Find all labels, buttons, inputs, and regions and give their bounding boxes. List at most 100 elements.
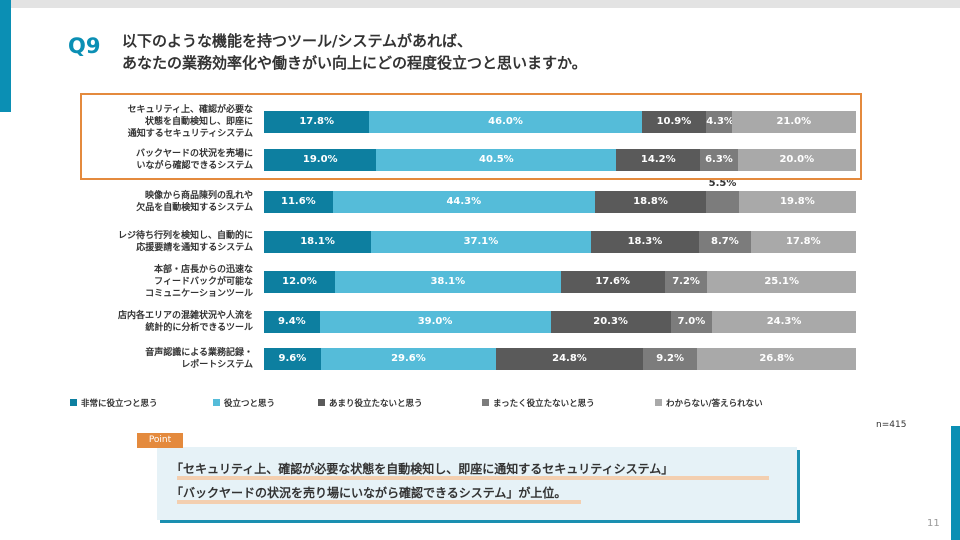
bar-segment xyxy=(670,311,713,333)
bar-value-label: 9.6% xyxy=(278,353,307,364)
bar-value-label: 26.8% xyxy=(759,353,795,364)
legend-label: あまり役立たないと思う xyxy=(329,399,423,409)
bar-value-label: 46.0% xyxy=(488,116,523,127)
legend-item: わからない/答えられない xyxy=(655,397,763,411)
bar-value-label: 7.0% xyxy=(677,316,706,327)
question-title: 以下のような機能を持つツール/システムがあれば、 あなたの業務効率化や働きがい向… xyxy=(122,30,587,74)
bar-segment xyxy=(496,348,643,370)
bar-segment xyxy=(550,311,671,333)
legend-swatch xyxy=(318,399,325,406)
point-tag: Point xyxy=(137,433,183,448)
legend-item: 非常に役立つと思う xyxy=(70,397,158,411)
bar-segment xyxy=(264,271,336,293)
bar-segment xyxy=(319,311,551,333)
bar-value-label: 29.6% xyxy=(391,353,426,364)
row-label-line: コミュニケーションツール xyxy=(145,289,253,299)
bar-segment xyxy=(335,271,561,293)
bar-segment xyxy=(371,231,591,253)
right-accent-bar xyxy=(951,426,960,540)
bar-value-label: 19.0% xyxy=(302,154,338,165)
highlight-box xyxy=(80,93,862,180)
row-label-line: 欠品を自動検知するシステム xyxy=(136,203,253,213)
legend-swatch xyxy=(213,399,220,406)
bar-value-label: 9.2% xyxy=(656,353,684,364)
legend-item: まったく役立たないと思う xyxy=(482,397,595,411)
bar-segment xyxy=(264,348,321,370)
row-label: バックヤードの状況を売場に いながら確認できるシステム xyxy=(70,148,253,172)
bar-value-label: 8.7% xyxy=(710,236,739,247)
row-label-line: 応援要請を通知するシステム xyxy=(136,243,253,253)
bar-value-label: 20.3% xyxy=(593,316,628,327)
bar-value-label: 5.5% xyxy=(708,178,737,189)
bar-segment xyxy=(264,191,333,213)
bar-segment xyxy=(707,271,856,293)
bar-segment xyxy=(664,271,708,293)
point-text-line1: 「セキュリティ上、確認が必要な状態を自動検知し、即座に通知するセキュリティシステ… xyxy=(171,462,674,476)
legend-swatch xyxy=(482,399,489,406)
row-label-line: バックヤードの状況を売場に xyxy=(135,149,253,159)
row-label-line: レジ待ち行列を検知し、自動的に xyxy=(117,231,253,241)
row-label: 映像から商品陳列の乱れや 欠品を自動検知するシステム xyxy=(70,190,253,214)
bar-value-label: 39.0% xyxy=(417,316,453,327)
bar-segment xyxy=(697,348,856,370)
legend-swatch xyxy=(655,399,662,406)
bar-value-label: 17.6% xyxy=(595,276,631,287)
bar-segment xyxy=(641,111,707,133)
point-underline-2 xyxy=(177,500,581,504)
question-number: Q9 xyxy=(68,34,101,58)
bar-segment xyxy=(738,191,856,213)
row-label-line: いながら確認できるシステム xyxy=(136,161,253,171)
top-frame-bar xyxy=(0,0,960,8)
bar-segment xyxy=(264,231,372,253)
row-label-line: レポートシステム xyxy=(181,360,253,370)
bar-segment xyxy=(700,149,738,171)
bar-value-label: 24.8% xyxy=(552,353,587,364)
bar-segment xyxy=(699,231,751,253)
bar-segment xyxy=(369,111,642,133)
bar-segment xyxy=(712,311,856,333)
bar-value-label: 6.3% xyxy=(705,154,733,165)
bar-segment xyxy=(264,311,320,333)
point-underline-1 xyxy=(177,476,769,480)
row-label: 店内各エリアの混雑状況や人流を 統計的に分析できるツール xyxy=(70,310,253,334)
question-title-line1: 以下のような機能を持つツール/システムがあれば、 xyxy=(122,32,473,50)
row-label-line: セキュリティ上、確認が必要な xyxy=(127,105,253,115)
bar-segment xyxy=(320,348,497,370)
legend-swatch xyxy=(70,399,77,406)
bar-segment xyxy=(706,111,732,133)
bar-value-label: 18.3% xyxy=(627,236,663,247)
row-label-line: 店内各エリアの混雑状況や人流を xyxy=(117,311,253,321)
legend-item: 役立つと思う xyxy=(213,397,275,411)
bar-value-label: 40.5% xyxy=(478,154,514,165)
bar-value-label: 18.8% xyxy=(633,196,668,207)
page-number: 11 xyxy=(927,518,940,529)
legend-label: わからない/答えられない xyxy=(666,399,763,409)
bar-segment xyxy=(731,111,856,133)
legend-label: 役立つと思う xyxy=(224,399,276,409)
bar-segment xyxy=(594,191,707,213)
bar-value-label: 24.3% xyxy=(766,316,802,327)
bar-segment xyxy=(642,348,698,370)
bar-value-label: 19.8% xyxy=(780,196,815,207)
legend-label: まったく役立たないと思う xyxy=(493,399,595,409)
bar-value-label: 20.0% xyxy=(779,154,815,165)
bar-value-label: 18.1% xyxy=(300,236,335,247)
legend-item: あまり役立たないと思う xyxy=(318,397,423,411)
row-label-line: 状態を自動検知し、即座に xyxy=(144,117,253,127)
question-title-line2: あなたの業務効率化や働きがい向上にどの程度役立つと思いますか。 xyxy=(122,54,587,72)
row-label: 本部・店長からの迅速な フィードバックが可能な コミュニケーションツール xyxy=(70,264,253,300)
bar-segment xyxy=(706,191,739,213)
row-label-line: 通知するセキュリティシステム xyxy=(127,129,253,139)
row-label: 音声認識による業務記録・レポートシステム xyxy=(70,347,253,371)
bar-value-label: 44.3% xyxy=(446,196,482,207)
row-label-line: フィードバックが可能な xyxy=(154,277,253,287)
bar-value-label: 4.3% xyxy=(706,116,734,127)
bar-segment xyxy=(737,149,856,171)
row-label-line: 音声認識による業務記録・ xyxy=(145,348,253,358)
bar-segment xyxy=(750,231,856,253)
bar-segment xyxy=(264,111,370,133)
legend-label: 非常に役立つと思う xyxy=(81,399,158,409)
bar-segment xyxy=(590,231,700,253)
bar-segment xyxy=(332,191,595,213)
left-accent-bar xyxy=(0,0,11,112)
